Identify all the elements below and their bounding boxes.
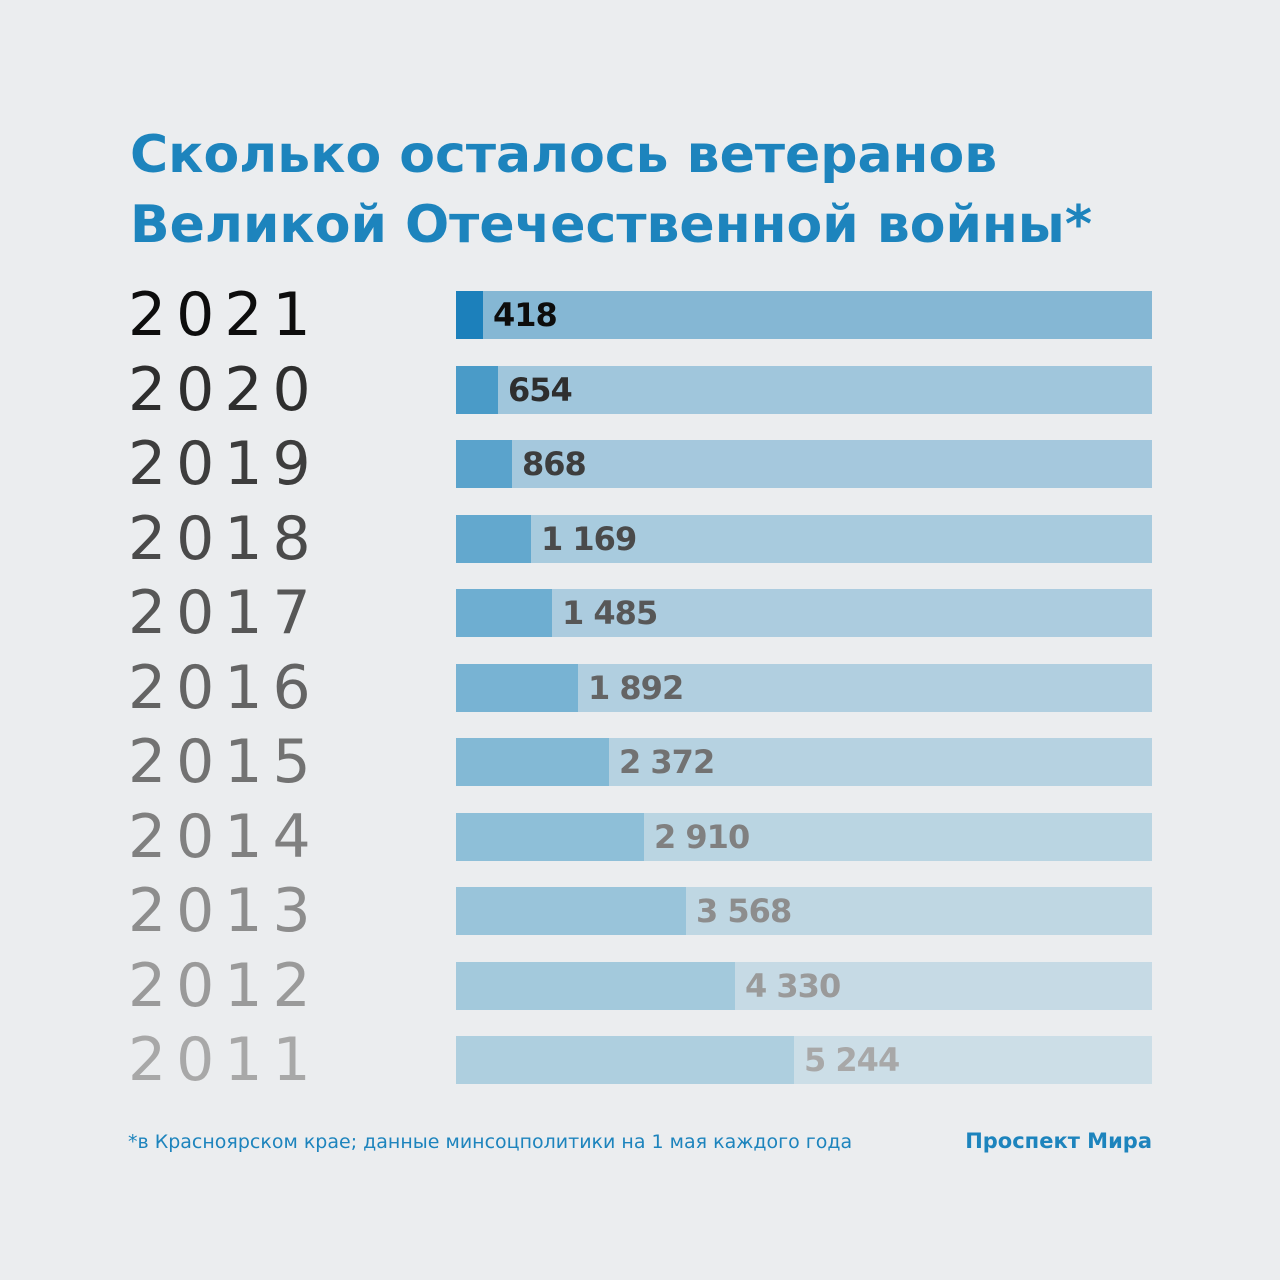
year-label-2019: 2019 — [128, 429, 321, 499]
bar-2015 — [456, 738, 609, 786]
bar-2018 — [456, 514, 531, 563]
bar-2020 — [456, 365, 498, 414]
bar-2017 — [456, 589, 552, 637]
year-label-2017: 2017 — [128, 578, 321, 648]
bar-track-2020: 654 — [456, 365, 1152, 414]
page-title: Сколько осталось ветеранов Великой Отече… — [130, 120, 1190, 260]
value-label-2019: 868 — [522, 445, 587, 483]
bar-track-2017: 1 485 — [456, 589, 1152, 637]
bar-track-2013: 3 568 — [456, 887, 1152, 935]
bar-2012 — [456, 961, 735, 1010]
bar-track-2019: 868 — [456, 440, 1152, 488]
bar-track-2016: 1 892 — [456, 663, 1152, 712]
year-label-2018: 2018 — [128, 503, 321, 574]
bar-track-2018: 1 169 — [456, 514, 1152, 563]
bar-track-2011: 5 244 — [456, 1036, 1152, 1084]
bar-track-2012: 4 330 — [456, 961, 1152, 1010]
year-label-2011: 2011 — [128, 1025, 321, 1095]
footnote: *в Красноярском крае; данные минсоцполит… — [128, 1131, 853, 1153]
value-label-2015: 2 372 — [619, 743, 715, 781]
year-label-2014: 2014 — [128, 801, 321, 872]
bar-2013 — [456, 887, 686, 935]
value-label-2021: 418 — [493, 296, 558, 334]
value-label-2016: 1 892 — [588, 668, 684, 707]
value-label-2014: 2 910 — [654, 817, 750, 856]
brand-logo-text: Проспект Мира — [965, 1129, 1152, 1153]
value-label-2012: 4 330 — [745, 966, 841, 1005]
value-label-2013: 3 568 — [696, 892, 792, 930]
title-line-1: Сколько осталось ветеранов — [130, 125, 998, 185]
value-label-2017: 1 485 — [562, 594, 658, 632]
bar-track-2015: 2 372 — [456, 738, 1152, 786]
year-label-2015: 2015 — [128, 727, 321, 797]
bar-2021 — [456, 291, 483, 339]
bar-track-2021: 418 — [456, 291, 1152, 339]
title-line-2: Великой Отечественной войны* — [130, 195, 1093, 255]
year-label-2021: 2021 — [128, 280, 321, 350]
year-label-2012: 2012 — [128, 950, 321, 1021]
bar-track-2014: 2 910 — [456, 812, 1152, 861]
year-label-2013: 2013 — [128, 876, 321, 946]
bar-2019 — [456, 440, 512, 488]
year-label-2016: 2016 — [128, 652, 321, 723]
bar-2016 — [456, 663, 578, 712]
bar-2014 — [456, 812, 644, 861]
year-label-2020: 2020 — [128, 354, 321, 425]
value-label-2018: 1 169 — [541, 519, 637, 558]
bar-2011 — [456, 1036, 794, 1084]
value-label-2020: 654 — [508, 370, 573, 409]
value-label-2011: 5 244 — [804, 1041, 900, 1079]
